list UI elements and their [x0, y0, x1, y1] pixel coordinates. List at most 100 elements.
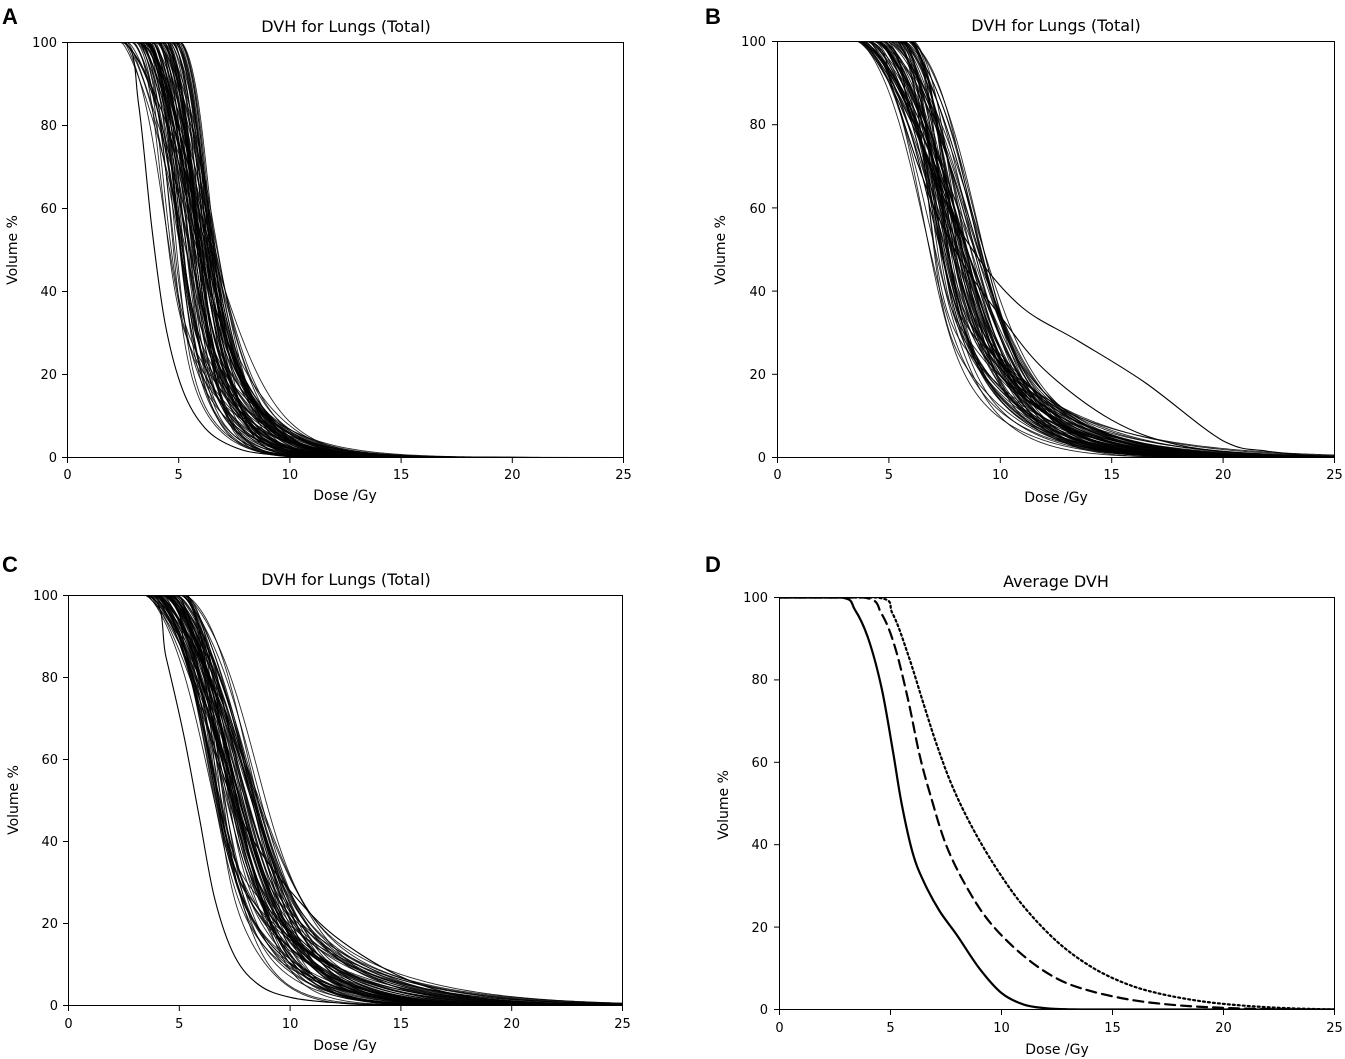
dvh-curve	[68, 595, 623, 1006]
x-tick-label: 20	[503, 1017, 520, 1032]
x-axis: 0 5 10 15 20 25 Dose /Gy	[775, 1009, 1343, 1058]
y-axis: 0 20 40 60 80 100 Volume %	[716, 591, 780, 1018]
x-axis-label: Dose /Gy	[1025, 1042, 1089, 1058]
x-tick-label: 15	[393, 468, 410, 483]
x-tick-label: 0	[775, 1021, 783, 1036]
dvh-curve	[68, 595, 623, 1006]
y-axis-label: Volume %	[716, 770, 732, 840]
axes-frame	[777, 41, 1335, 458]
dvh-curve	[777, 41, 1335, 458]
y-tick-label: 60	[41, 753, 58, 768]
dvh-curve	[777, 41, 1335, 458]
x-tick-label: 25	[615, 468, 632, 483]
dvh-curve	[68, 595, 623, 1006]
dvh-curve	[67, 42, 624, 458]
dvh-curve	[777, 41, 1335, 458]
dvh-curve	[777, 41, 1335, 458]
y-tick-label: 80	[749, 118, 766, 133]
dvh-curve	[777, 41, 1335, 458]
y-tick-label: 60	[751, 756, 768, 771]
dvh-curve	[777, 41, 1335, 458]
y-tick-label: 40	[40, 285, 57, 300]
y-tick-label: 100	[741, 35, 766, 50]
dvh-curve	[777, 41, 1335, 458]
dvh-curve	[777, 41, 1335, 458]
dvh-curve	[777, 41, 1335, 458]
panel-d: D Average DVH 0 5 10 15 20 25 Dose /Gy	[705, 552, 1343, 1058]
dvh-curve	[777, 41, 1335, 458]
axes-frame	[67, 42, 624, 458]
y-axis-label: Volume %	[713, 215, 729, 285]
dvh-curve	[777, 41, 1335, 458]
plot-area	[777, 41, 1335, 458]
dvh-curve	[777, 41, 1335, 458]
dvh-curve	[68, 595, 623, 1006]
dvh-curve	[777, 41, 1335, 457]
dvh-curve	[777, 41, 1335, 458]
dvh-curve	[777, 41, 1335, 458]
dvh-curve	[777, 41, 1335, 458]
dvh-curve-steep-outlier	[67, 42, 624, 458]
dvh-curve	[777, 41, 1335, 457]
axes-frame	[68, 595, 623, 1006]
dvh-curve	[777, 41, 1335, 458]
dvh-curve	[777, 41, 1335, 458]
x-tick-label: 0	[63, 468, 71, 483]
dvh-curve	[777, 41, 1335, 458]
panel-letter: D	[705, 552, 721, 577]
dvh-curve	[777, 41, 1335, 457]
y-axis: 0 20 40 60 80 100 Volume %	[6, 589, 69, 1014]
dvh-curve	[777, 41, 1335, 458]
chart-title: DVH for Lungs (Total)	[971, 16, 1141, 35]
curves	[67, 42, 624, 458]
y-tick-label: 80	[40, 119, 57, 134]
y-axis: 0 20 40 60 80 100 Volume %	[5, 36, 68, 466]
x-tick-label: 10	[992, 468, 1009, 483]
x-axis-label: Dose /Gy	[313, 488, 377, 504]
x-tick-label: 10	[282, 468, 299, 483]
x-axis-label: Dose /Gy	[313, 1038, 377, 1054]
dvh-curve	[68, 595, 623, 1005]
dvh-curve	[777, 41, 1335, 458]
dvh-curve	[68, 595, 623, 1005]
dvh-curve-shoulder-outlier	[777, 41, 1335, 458]
dvh-curve	[68, 595, 623, 1006]
dvh-curve	[67, 42, 624, 458]
dvh-curve	[777, 41, 1335, 458]
dvh-curve	[777, 41, 1335, 458]
panel-b: B DVH for Lungs (Total) 0 5 10 15 20 25 …	[705, 4, 1343, 506]
dvh-curve	[777, 41, 1335, 458]
dvh-curve	[68, 595, 623, 1004]
y-axis-label: Volume %	[6, 765, 22, 835]
y-tick-label: 40	[749, 285, 766, 300]
dvh-curve	[777, 41, 1335, 458]
y-tick-label: 0	[758, 451, 766, 466]
y-tick-label: 100	[32, 36, 57, 51]
chart-title: DVH for Lungs (Total)	[261, 17, 431, 36]
y-axis-label: Volume %	[5, 215, 21, 285]
x-tick-label: 15	[1104, 1021, 1121, 1036]
y-tick-label: 60	[40, 202, 57, 217]
x-tick-label: 20	[1215, 468, 1232, 483]
panel-letter: C	[2, 552, 18, 577]
curves	[779, 597, 1335, 1010]
dvh-curve	[777, 41, 1335, 458]
dvh-curve	[777, 41, 1335, 458]
dvh-curve	[67, 42, 624, 458]
x-axis: 0 5 10 15 20 25 Dose /Gy	[63, 457, 632, 504]
y-tick-label: 60	[749, 202, 766, 217]
dvh-curve	[777, 41, 1335, 458]
dvh-curve	[777, 41, 1335, 457]
plot-area	[779, 597, 1335, 1010]
x-tick-label: 5	[175, 468, 183, 483]
dvh-curve	[777, 41, 1335, 458]
dvh-curve	[68, 595, 623, 1006]
y-tick-label: 20	[751, 921, 768, 936]
x-tick-label: 10	[993, 1021, 1010, 1036]
dvh-curve	[68, 595, 623, 1005]
dvh-curve	[777, 41, 1335, 458]
dvh-curve-dashed	[779, 597, 1335, 1010]
dvh-curve	[777, 41, 1335, 458]
dvh-curve	[777, 41, 1335, 457]
y-tick-label: 80	[41, 671, 58, 686]
